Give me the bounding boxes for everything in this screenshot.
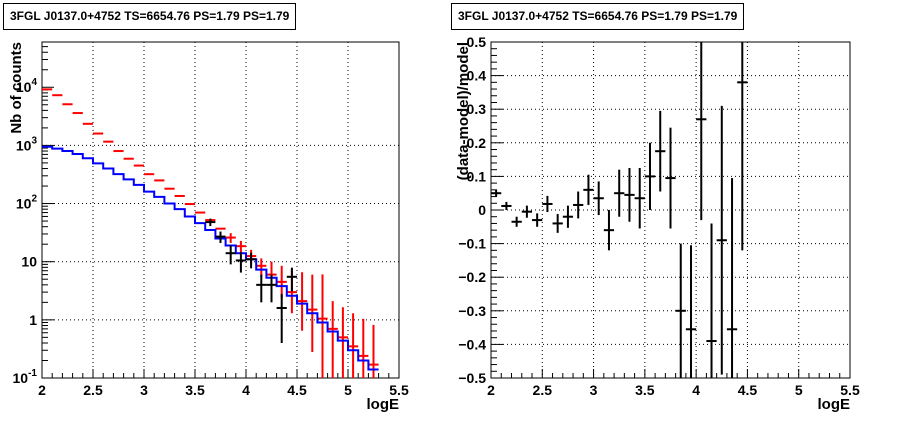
y-tick-label: 103	[16, 135, 38, 153]
y-tick-label: 0	[478, 202, 486, 218]
left-panel-title: 3FGL J0137.0+4752 TS=6654.76 PS=1.79 PS=…	[3, 3, 297, 30]
y-tick-label: 10	[21, 254, 37, 270]
data-point	[603, 210, 615, 251]
data-point	[552, 214, 563, 233]
data-point	[573, 191, 584, 219]
data-point	[256, 258, 267, 277]
x-tick-label: 4	[242, 382, 250, 398]
x-axis-label: logE	[367, 396, 400, 413]
data-point	[337, 307, 348, 378]
y-tick-label: −0.4	[458, 336, 486, 352]
y-tick-label: 0.3	[467, 101, 487, 117]
data-point	[644, 142, 656, 210]
y-tick-label: −0.2	[458, 269, 486, 285]
data-point	[205, 218, 216, 227]
data-point	[225, 245, 236, 265]
data-point	[215, 231, 226, 243]
data-point	[706, 223, 717, 378]
right-panel-title: 3FGL J0137.0+4752 TS=6654.76 PS=1.79 PS=…	[451, 3, 745, 30]
data-point	[583, 174, 594, 205]
data-point	[665, 127, 676, 229]
y-tick-label: 102	[16, 194, 38, 212]
y-tick-label: 0.1	[467, 168, 487, 184]
counts-chart: 2 2.5 3 3.5 4 4.5 5 5.5 10-1 1 10 102 103 104 logE Nb o…	[8, 41, 409, 413]
data-point	[235, 240, 246, 253]
data-point	[286, 267, 297, 292]
x-tick-label: 2.5	[83, 382, 103, 398]
y-tick-label: 104	[16, 77, 38, 95]
y-tick-label: 10-1	[13, 368, 38, 386]
y-tick-label: −0.1	[458, 236, 486, 252]
data-point	[624, 168, 635, 222]
x-tick-label: 4	[692, 382, 700, 398]
y-tick-label: 0.2	[467, 135, 487, 151]
data-point	[235, 252, 246, 273]
x-tick-label: 4.5	[738, 382, 758, 398]
data-point	[317, 274, 328, 378]
data-point	[675, 243, 686, 378]
data-point	[521, 205, 533, 218]
data-point	[685, 245, 697, 378]
y-tick-label: 1	[29, 312, 37, 328]
data-point	[532, 213, 543, 227]
data-point	[562, 205, 574, 228]
x-axis-label: logE	[818, 396, 851, 413]
y-tick-label: −0.5	[458, 370, 486, 386]
data-point	[358, 318, 369, 378]
data-point	[276, 293, 287, 343]
data-point	[256, 274, 267, 303]
data-point	[225, 233, 236, 243]
x-tick-label: 3	[140, 382, 148, 398]
data-point	[655, 110, 666, 192]
x-tick-label: 3	[590, 382, 598, 398]
x-tick-label: 5	[795, 382, 803, 398]
x-tick-label: 3.5	[635, 382, 655, 398]
residuals-chart: 2 2.5 3 3.5 4 4.5 5 5.5 −0.5 −0.4 −0.3 −0.2 −0.1 0 0.1…	[455, 34, 860, 413]
y-tick-label: 0.5	[467, 34, 487, 50]
y-tick-label: −0.3	[458, 303, 486, 319]
data-point	[348, 313, 359, 378]
data-point	[297, 272, 308, 331]
data-point	[327, 301, 338, 378]
model-step-line	[42, 145, 379, 371]
data-point	[491, 189, 502, 197]
x-tick-label: 5.5	[389, 382, 409, 398]
data-point	[501, 201, 512, 210]
x-tick-label: 2	[38, 382, 46, 398]
y-tick-label: 0.4	[467, 68, 487, 84]
data-point	[276, 265, 287, 298]
x-tick-label: 3.5	[185, 382, 205, 398]
x-tick-label: 2	[487, 382, 495, 398]
x-tick-label: 5	[344, 382, 352, 398]
data-point	[614, 169, 625, 217]
x-tick-label: 2.5	[533, 382, 553, 398]
data-point	[511, 216, 522, 227]
data-point	[737, 42, 748, 251]
x-tick-label: 5.5	[840, 382, 860, 398]
data-point	[593, 181, 604, 216]
data-point	[246, 252, 257, 269]
data-point	[726, 178, 738, 378]
data-point	[542, 195, 553, 213]
data-point	[266, 274, 277, 303]
y-axis-label: Nb of counts	[8, 42, 25, 134]
plot-frame	[41, 41, 400, 379]
data-point	[716, 105, 727, 375]
data-point	[696, 42, 707, 221]
data-point	[634, 168, 645, 229]
y-axis-label: (data-model)/model	[455, 42, 472, 180]
x-tick-label: 4.5	[287, 382, 307, 398]
